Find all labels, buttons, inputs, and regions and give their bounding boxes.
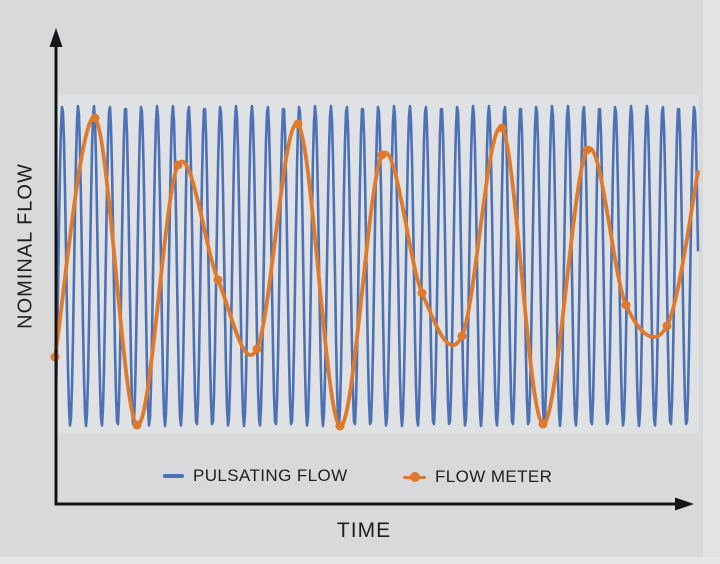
flow-meter-sample-dot (90, 113, 100, 123)
legend-label-flow-meter: FLOW METER (435, 467, 553, 486)
legend-item-flow-meter: FLOW METER (403, 467, 552, 487)
flow-meter-line-dot-swatch-icon (403, 472, 426, 482)
flow-meter-sample-dot (538, 419, 548, 429)
y-axis-arrowhead (49, 28, 63, 47)
flow-meter-sample-dot (582, 145, 592, 155)
flow-meter-sample-dot (417, 288, 427, 298)
flow-meter-sample-dot (621, 300, 631, 310)
flow-meter-sample-dot (335, 421, 345, 431)
flow-meter-curve (53, 116, 700, 428)
flow-meter-sample-dot (497, 123, 507, 133)
legend-label-pulsating-flow: PULSATING FLOW (193, 466, 348, 485)
flow-meter-sample-dot (132, 420, 142, 430)
flow-meter-sample-dot (662, 321, 672, 331)
flow-meter-sample-dot (252, 344, 262, 354)
flow-meter-sample-dot (213, 275, 223, 285)
figure-right-edge (703, 0, 720, 564)
legend-item-pulsating-flow: PULSATING FLOW (163, 466, 348, 486)
flow-meter-sample-dot (457, 331, 467, 341)
figure-bottom-edge (0, 557, 720, 564)
flow-meter-sample-dot (377, 150, 387, 160)
y-axis-label: NOMINAL FLOW (14, 163, 37, 329)
flow-meter-sample-dot (293, 119, 303, 129)
flow-meter-dot-icon (409, 472, 420, 482)
pulsating-flow-line-swatch-icon (163, 474, 184, 478)
x-axis-label: TIME (336, 519, 392, 542)
x-axis-arrowhead (675, 497, 694, 511)
flow-meter-sample-dot (173, 160, 183, 170)
pulsating-flow-wave (54, 104, 700, 428)
